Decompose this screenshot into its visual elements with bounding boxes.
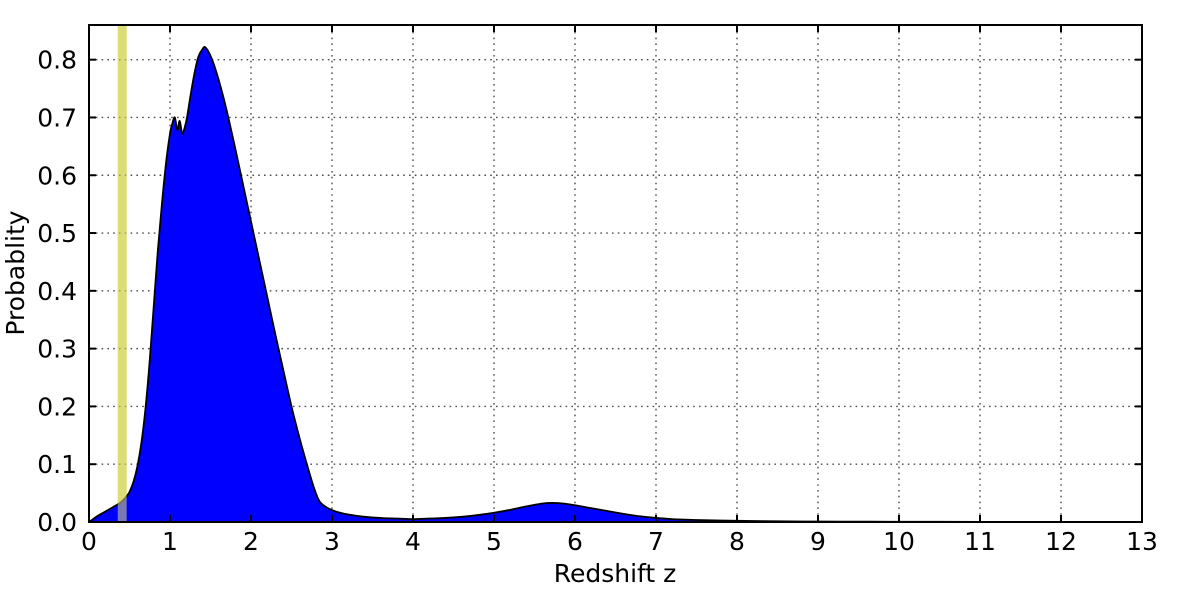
y-tick-label: 0.8 [37, 46, 77, 75]
y-tick-label: 0.1 [37, 450, 77, 479]
y-axis-label: Probablity [1, 210, 30, 335]
x-tick-label: 0 [81, 527, 97, 556]
x-tick-label: 8 [729, 527, 745, 556]
x-tick-label: 1 [162, 527, 178, 556]
spec-z-marker-overlay [117, 26, 127, 522]
x-tick-label: 10 [883, 527, 915, 556]
x-axis-ticks: 0 1 2 3 4 5 6 7 8 9 10 11 12 13 [81, 25, 1158, 556]
x-tick-label: 5 [486, 527, 502, 556]
y-tick-label: 0.7 [37, 103, 77, 132]
y-tick-label: 0.4 [37, 277, 77, 306]
x-tick-label: 11 [964, 527, 996, 556]
y-tick-label: 0.2 [37, 392, 77, 421]
y-axis-ticks: 0.0 0.1 0.2 0.3 0.4 0.5 0.6 0.7 0.8 [37, 46, 1142, 537]
probability-curve [88, 46, 1143, 523]
axes-frame [88, 24, 1143, 523]
y-tick-label: 0.0 [37, 508, 77, 537]
x-tick-label: 9 [810, 527, 826, 556]
y-tick-label: 0.6 [37, 161, 77, 190]
y-tick-label: 0.3 [37, 335, 77, 364]
y-tick-label: 0.5 [37, 219, 77, 248]
x-tick-label: 12 [1045, 527, 1077, 556]
x-tick-label: 6 [567, 527, 583, 556]
x-tick-label: 7 [648, 527, 664, 556]
x-tick-label: 2 [243, 527, 259, 556]
x-tick-label: 3 [324, 527, 340, 556]
x-tick-label: 4 [405, 527, 421, 556]
x-tick-label: 13 [1126, 527, 1158, 556]
x-axis-label: Redshift z [554, 559, 677, 588]
